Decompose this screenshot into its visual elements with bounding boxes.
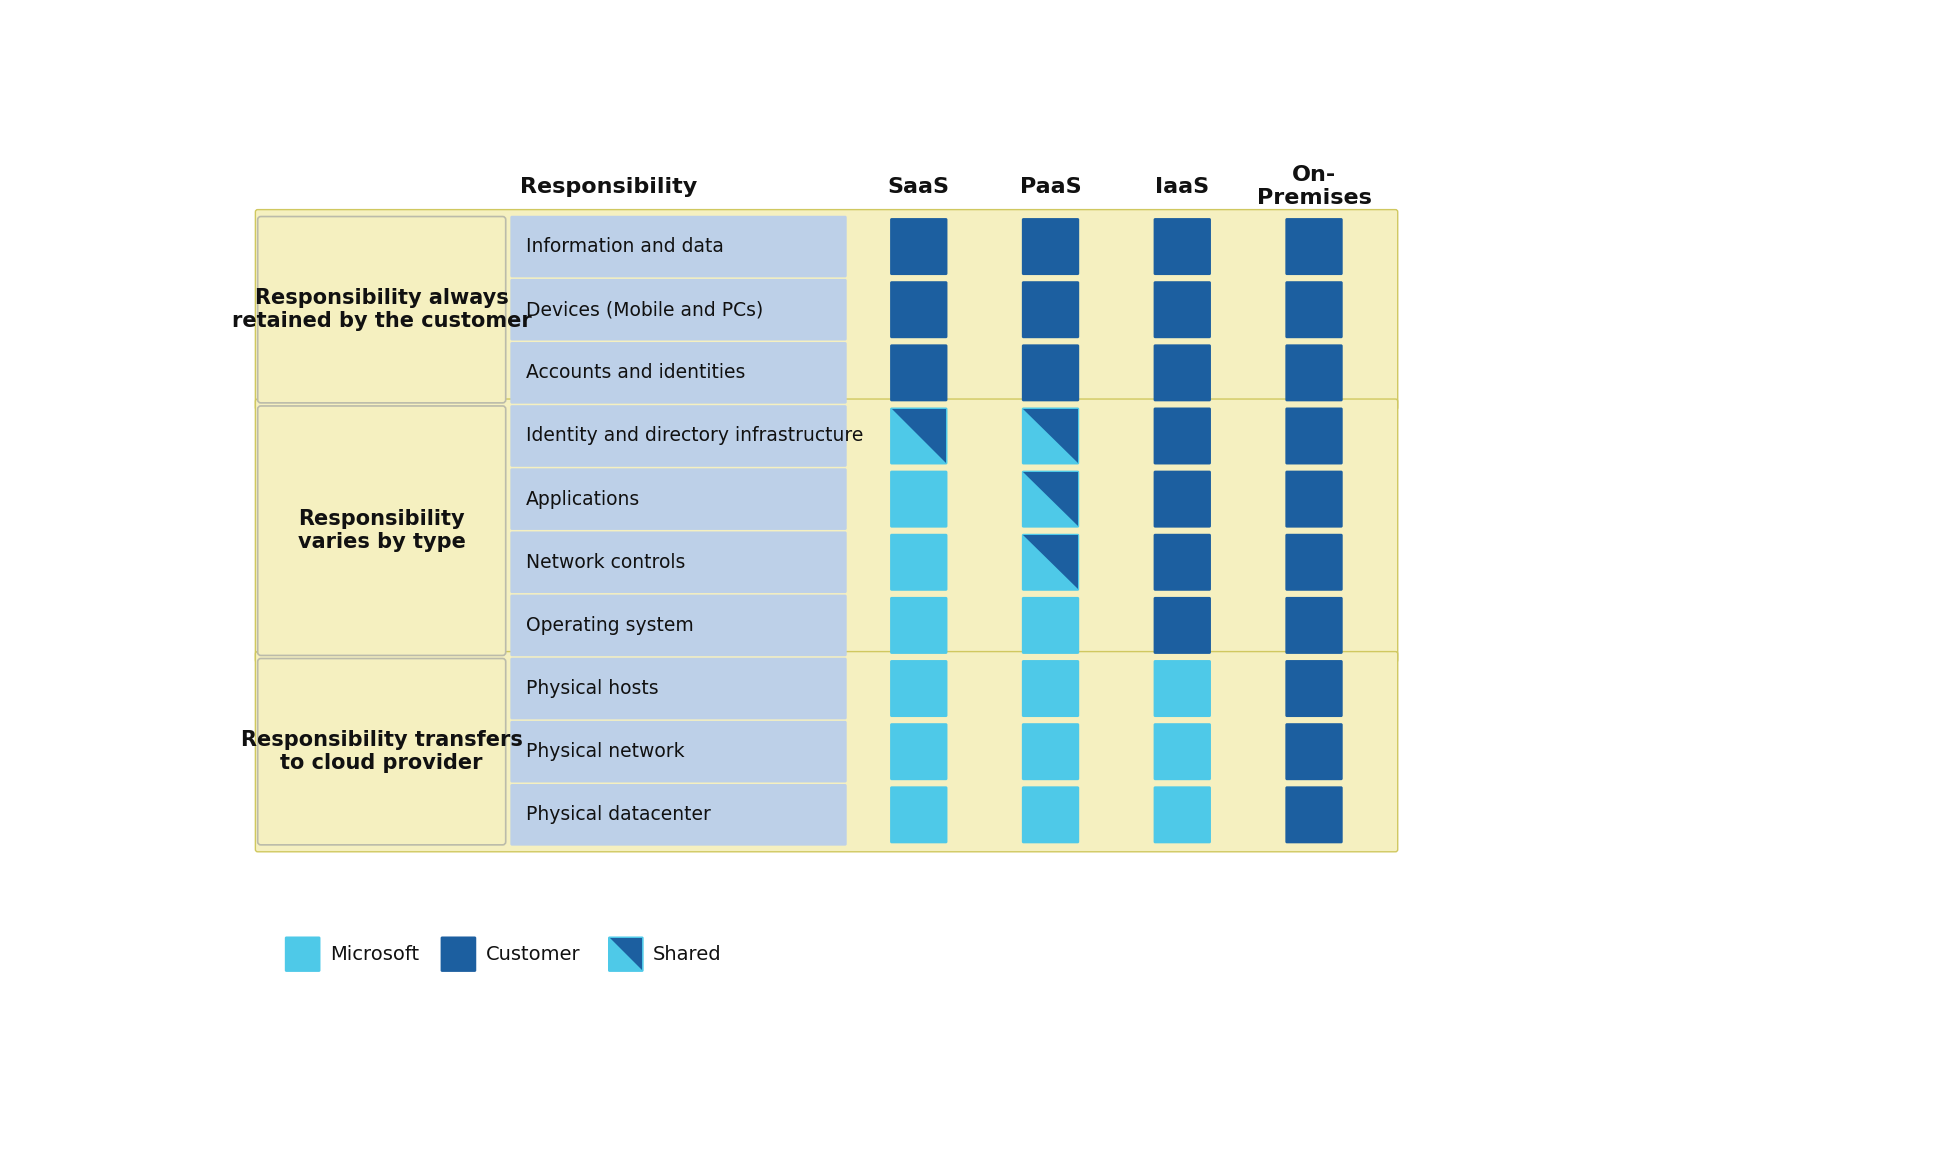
FancyBboxPatch shape (889, 597, 948, 654)
Text: Network controls: Network controls (526, 553, 684, 572)
FancyBboxPatch shape (889, 282, 948, 338)
Text: Accounts and identities: Accounts and identities (526, 363, 745, 382)
FancyBboxPatch shape (255, 652, 1398, 852)
Text: IaaS: IaaS (1154, 176, 1209, 197)
Polygon shape (610, 938, 642, 971)
Polygon shape (891, 409, 946, 463)
FancyBboxPatch shape (257, 216, 505, 402)
FancyBboxPatch shape (257, 659, 505, 845)
Polygon shape (1024, 409, 1078, 463)
Text: Applications: Applications (526, 490, 640, 508)
FancyBboxPatch shape (1154, 723, 1211, 780)
FancyBboxPatch shape (889, 218, 948, 275)
FancyBboxPatch shape (1154, 597, 1211, 654)
FancyBboxPatch shape (1285, 407, 1344, 465)
FancyBboxPatch shape (1285, 660, 1344, 718)
FancyBboxPatch shape (511, 595, 846, 657)
FancyBboxPatch shape (1285, 534, 1344, 591)
FancyBboxPatch shape (1154, 787, 1211, 843)
Text: Responsibility: Responsibility (519, 176, 696, 197)
FancyBboxPatch shape (889, 344, 948, 401)
FancyBboxPatch shape (1154, 344, 1211, 401)
FancyBboxPatch shape (1022, 723, 1078, 780)
Text: Physical hosts: Physical hosts (526, 678, 659, 698)
FancyBboxPatch shape (1154, 218, 1211, 275)
FancyBboxPatch shape (889, 407, 948, 465)
FancyBboxPatch shape (889, 470, 948, 528)
FancyBboxPatch shape (511, 658, 846, 720)
Text: Devices (Mobile and PCs): Devices (Mobile and PCs) (526, 300, 762, 320)
FancyBboxPatch shape (511, 784, 846, 845)
Polygon shape (1024, 473, 1078, 526)
Text: Physical network: Physical network (526, 742, 684, 761)
FancyBboxPatch shape (511, 342, 846, 404)
FancyBboxPatch shape (257, 406, 505, 656)
Text: Microsoft: Microsoft (330, 944, 419, 964)
FancyBboxPatch shape (1285, 723, 1344, 780)
FancyBboxPatch shape (1285, 597, 1344, 654)
FancyBboxPatch shape (1285, 282, 1344, 338)
Text: On-
Premises: On- Premises (1256, 164, 1371, 208)
FancyBboxPatch shape (889, 787, 948, 843)
Text: Operating system: Operating system (526, 616, 694, 635)
FancyBboxPatch shape (1285, 218, 1344, 275)
FancyBboxPatch shape (255, 399, 1398, 662)
FancyBboxPatch shape (1154, 407, 1211, 465)
FancyBboxPatch shape (511, 405, 846, 467)
FancyBboxPatch shape (511, 468, 846, 530)
FancyBboxPatch shape (1022, 660, 1078, 718)
FancyBboxPatch shape (285, 936, 320, 972)
FancyBboxPatch shape (1154, 660, 1211, 718)
Text: SaaS: SaaS (887, 176, 950, 197)
Text: Responsibility
varies by type: Responsibility varies by type (298, 509, 466, 552)
FancyBboxPatch shape (511, 721, 846, 782)
FancyBboxPatch shape (1022, 218, 1078, 275)
FancyBboxPatch shape (1154, 282, 1211, 338)
FancyBboxPatch shape (255, 209, 1398, 409)
FancyBboxPatch shape (608, 936, 644, 972)
Text: Identity and directory infrastructure: Identity and directory infrastructure (526, 427, 864, 445)
FancyBboxPatch shape (1022, 282, 1078, 338)
FancyBboxPatch shape (1022, 470, 1078, 528)
FancyBboxPatch shape (1285, 470, 1344, 528)
FancyBboxPatch shape (441, 936, 476, 972)
FancyBboxPatch shape (1022, 597, 1078, 654)
FancyBboxPatch shape (1022, 407, 1078, 465)
FancyBboxPatch shape (889, 723, 948, 780)
FancyBboxPatch shape (1285, 787, 1344, 843)
FancyBboxPatch shape (1154, 470, 1211, 528)
FancyBboxPatch shape (511, 531, 846, 593)
FancyBboxPatch shape (1022, 534, 1078, 591)
FancyBboxPatch shape (511, 216, 846, 277)
FancyBboxPatch shape (889, 534, 948, 591)
FancyBboxPatch shape (1022, 787, 1078, 843)
Text: Responsibility transfers
to cloud provider: Responsibility transfers to cloud provid… (240, 730, 523, 773)
Text: Shared: Shared (653, 944, 722, 964)
Text: Information and data: Information and data (526, 237, 723, 256)
FancyBboxPatch shape (511, 279, 846, 340)
FancyBboxPatch shape (889, 660, 948, 718)
FancyBboxPatch shape (1022, 344, 1078, 401)
Text: Responsibility always
retained by the customer: Responsibility always retained by the cu… (232, 289, 532, 331)
Text: Customer: Customer (486, 944, 581, 964)
FancyBboxPatch shape (1285, 344, 1344, 401)
Text: Physical datacenter: Physical datacenter (526, 805, 710, 825)
Text: PaaS: PaaS (1020, 176, 1082, 197)
Polygon shape (1024, 535, 1078, 589)
FancyBboxPatch shape (1154, 534, 1211, 591)
